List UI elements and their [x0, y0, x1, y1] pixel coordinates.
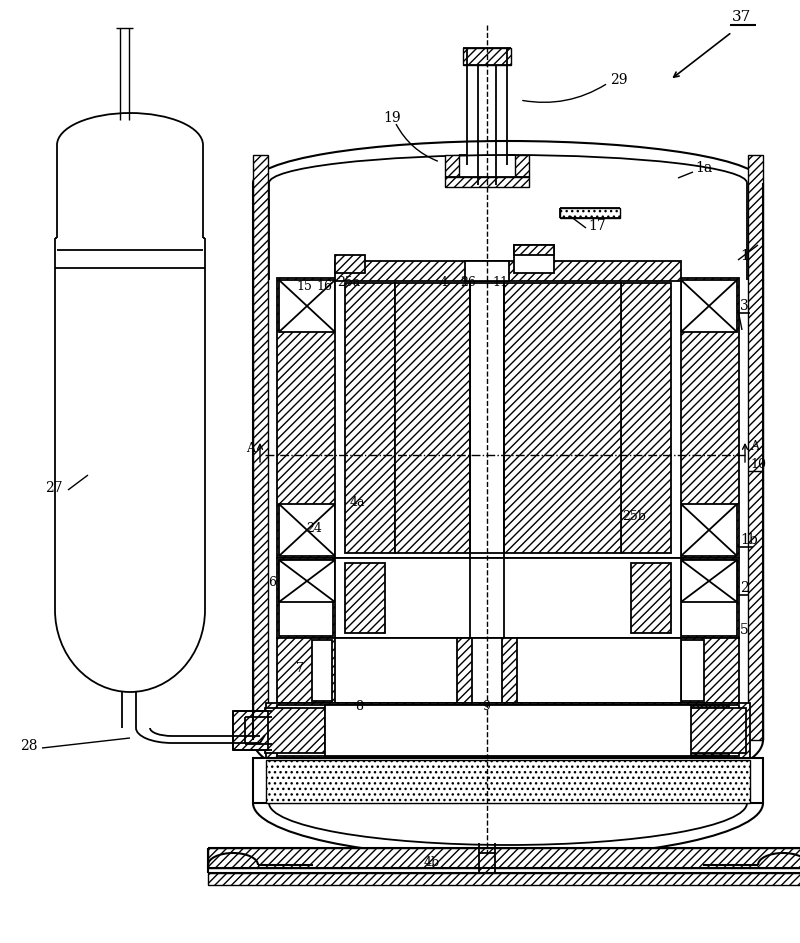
Bar: [445, 177, 529, 187]
Bar: [395, 283, 470, 553]
Text: 4: 4: [440, 275, 448, 289]
Text: A: A: [750, 440, 759, 454]
Bar: [253, 155, 268, 740]
Text: 28: 28: [20, 739, 38, 753]
Bar: [208, 873, 800, 885]
Text: 17: 17: [588, 219, 606, 233]
Text: 37: 37: [732, 10, 751, 24]
Text: A: A: [246, 441, 255, 455]
Bar: [681, 280, 737, 332]
Text: 8: 8: [355, 700, 363, 713]
Text: 25a: 25a: [337, 275, 360, 289]
Bar: [445, 155, 459, 177]
Bar: [681, 640, 704, 701]
Bar: [514, 245, 554, 255]
Bar: [479, 853, 495, 873]
Bar: [277, 705, 739, 756]
Text: 9: 9: [482, 700, 490, 713]
Bar: [277, 638, 739, 703]
Bar: [345, 283, 395, 553]
Bar: [208, 848, 800, 868]
Text: 7: 7: [296, 661, 304, 674]
Text: 11: 11: [492, 275, 508, 289]
Bar: [345, 563, 385, 633]
Bar: [265, 708, 325, 753]
Bar: [277, 278, 739, 558]
Bar: [686, 708, 746, 753]
Bar: [515, 155, 529, 177]
Text: 1a: 1a: [695, 161, 712, 175]
Text: 1b: 1b: [740, 533, 758, 547]
Text: 4a: 4a: [350, 497, 366, 509]
Text: 4b: 4b: [424, 856, 440, 869]
Bar: [681, 504, 737, 556]
Bar: [514, 245, 554, 273]
Text: 24: 24: [306, 521, 322, 535]
Bar: [335, 558, 681, 638]
Bar: [279, 560, 333, 636]
Bar: [266, 760, 750, 803]
Bar: [325, 705, 691, 756]
Text: 5: 5: [740, 623, 749, 637]
Bar: [681, 560, 737, 602]
Text: 19: 19: [383, 111, 401, 125]
Text: 10: 10: [750, 457, 766, 471]
Text: 16: 16: [316, 280, 332, 293]
Text: 25b: 25b: [622, 509, 646, 522]
Bar: [279, 504, 335, 556]
Text: 27: 27: [45, 481, 62, 495]
Text: 29: 29: [610, 73, 627, 87]
Bar: [681, 560, 737, 636]
Bar: [472, 638, 502, 703]
Bar: [621, 283, 671, 553]
Text: 15: 15: [296, 280, 312, 293]
Bar: [279, 280, 335, 332]
Bar: [253, 758, 763, 803]
Bar: [465, 261, 509, 281]
Bar: [504, 283, 621, 553]
Text: 1: 1: [740, 249, 749, 263]
Bar: [470, 283, 504, 553]
Text: 6: 6: [268, 576, 276, 589]
Bar: [277, 558, 739, 638]
Bar: [233, 711, 268, 750]
Text: 26: 26: [460, 275, 476, 289]
Bar: [266, 703, 750, 758]
Bar: [457, 638, 517, 703]
Bar: [335, 278, 681, 558]
Bar: [312, 640, 332, 701]
Bar: [335, 255, 365, 273]
Bar: [560, 208, 620, 218]
Bar: [686, 705, 729, 756]
Bar: [463, 48, 511, 65]
Bar: [748, 155, 763, 740]
Text: 2: 2: [740, 581, 749, 595]
Bar: [279, 560, 335, 602]
Text: 3: 3: [740, 299, 749, 313]
Bar: [631, 563, 671, 633]
Bar: [335, 261, 681, 281]
Bar: [335, 638, 681, 703]
